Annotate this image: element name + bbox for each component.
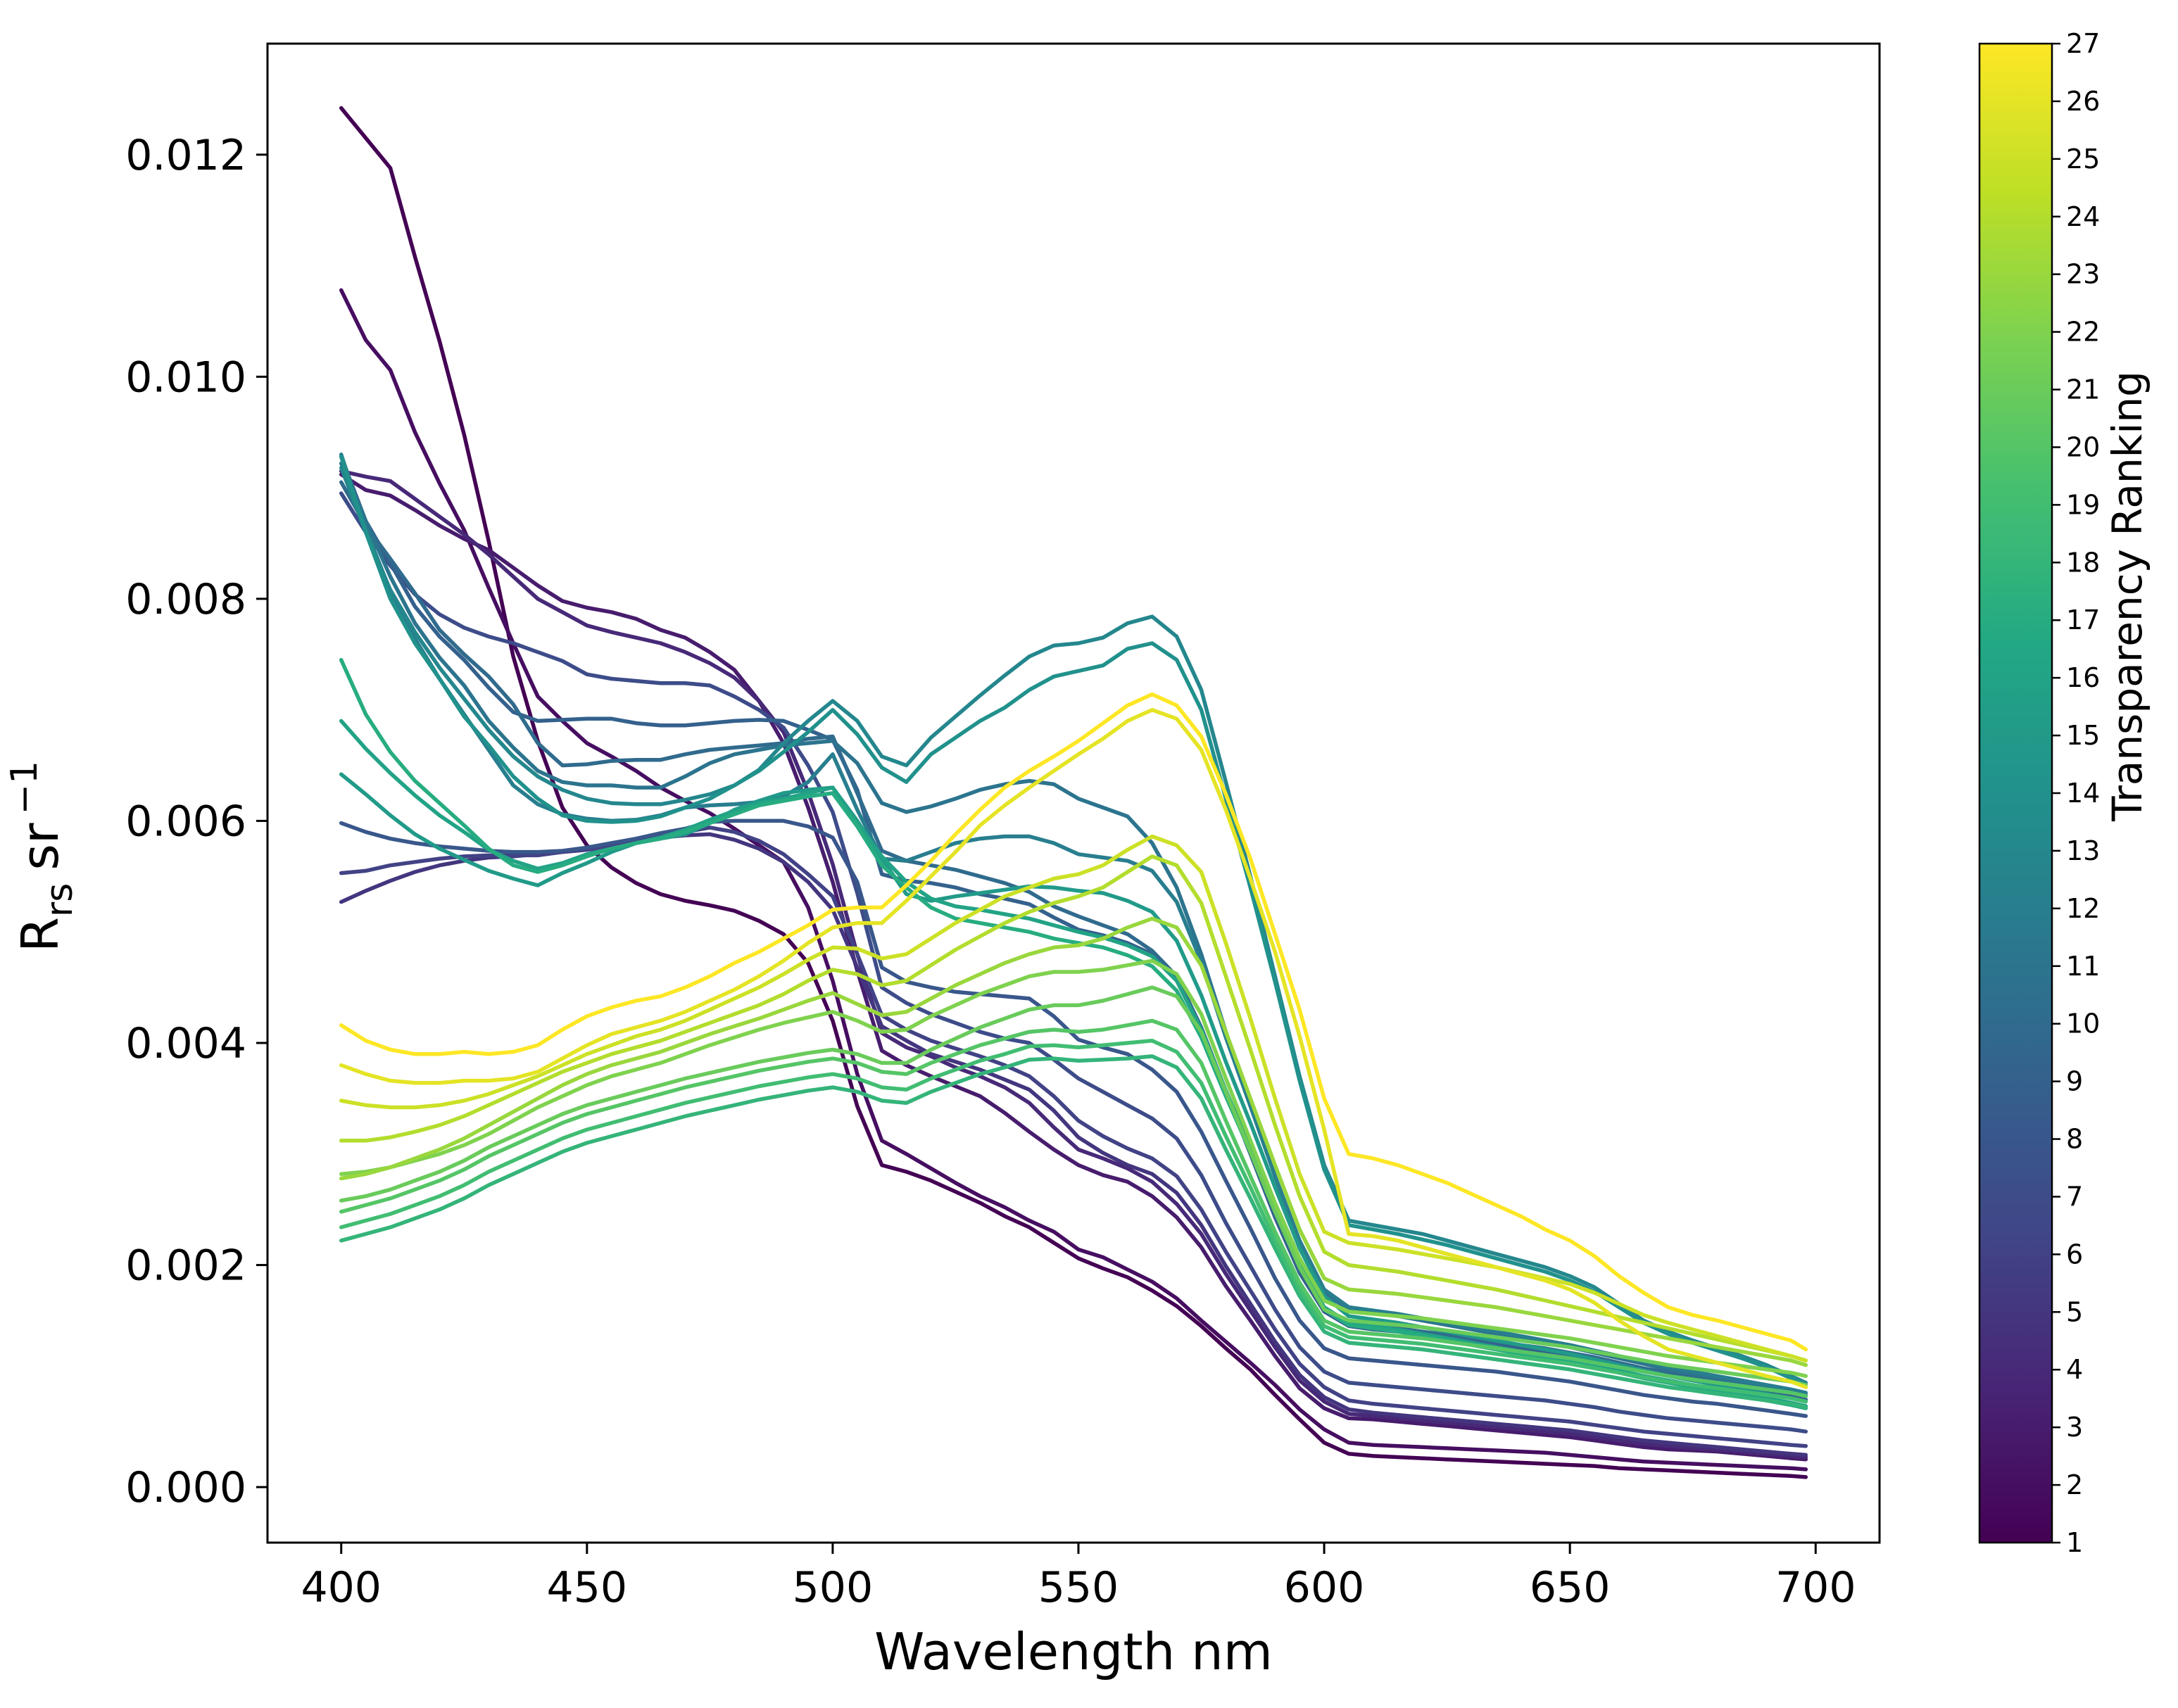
colorbar-tick-label: 16 [2066,662,2100,693]
series-line-rank-26 [339,707,1808,1389]
y-axis-label-superscript: −1 [4,761,46,815]
colorbar-tick-label: 3 [2066,1412,2083,1443]
y-axis-label-unit: sr [11,823,70,871]
colorbar-tick-label: 18 [2066,547,2100,578]
x-tick-label: 400 [301,1563,382,1612]
series-line-rank-6 [339,825,1808,1448]
y-axis-label-base: R [11,917,70,952]
plot-frame [266,42,1881,1544]
y-axis-label: Rrs sr −1 [4,761,81,952]
colorbar-tick-label: 6 [2066,1239,2083,1270]
colorbar-tick-label: 2 [2066,1469,2083,1500]
colorbar-tick-label: 17 [2066,605,2100,635]
series-line-rank-18 [339,1054,1808,1410]
colorbar-tick-label: 25 [2066,144,2100,175]
series-line-rank-14 [339,455,1808,1387]
series-line-rank-9 [339,455,1808,1402]
y-axis: 0.000 0.002 0.004 0.006 0.008 0.010 0.012 [125,131,267,1512]
colorbar-tick-label: 12 [2066,893,2100,924]
colorbar-tick-label: 13 [2066,835,2100,866]
y-tick-label: 0.004 [125,1019,246,1068]
y-tick-label: 0.008 [125,575,246,624]
colorbar-tick-label: 9 [2066,1066,2083,1097]
y-tick-label: 0.000 [125,1463,246,1512]
colorbar-tick-label: 23 [2066,259,2100,290]
series-line-rank-24 [339,854,1808,1362]
series-line-rank-23 [339,916,1808,1367]
series-line-rank-10 [339,480,1808,1398]
series-line-rank-27 [339,692,1808,1352]
series-line-rank-21 [339,985,1808,1387]
colorbar-tick-label: 27 [2066,28,2100,59]
y-axis-label-subscript: rs [39,883,81,917]
x-tick-label: 550 [1038,1563,1119,1612]
series-line-rank-4 [339,469,1808,1460]
series-line-rank-16 [339,719,1808,1408]
y-tick-label: 0.010 [125,353,246,402]
y-tick-label: 0.006 [125,797,246,846]
colorbar-label: Transparency Ranking [2103,371,2151,822]
colorbar-tick-label: 10 [2066,1008,2100,1039]
series-line-rank-20 [339,1018,1808,1398]
series-line-rank-15 [339,772,1808,1404]
colorbar-tick-label: 26 [2066,86,2100,117]
y-tick-label: 0.002 [125,1241,246,1291]
colorbar-tick-label: 11 [2066,951,2100,982]
colorbar-tick-label: 1 [2066,1527,2083,1558]
x-tick-label: 650 [1530,1563,1611,1612]
colorbar-tick-label: 8 [2066,1124,2083,1155]
colorbar-tick-label: 5 [2066,1296,2083,1327]
y-tick-label: 0.012 [125,131,246,180]
colorbar-tick-label: 24 [2066,201,2100,232]
series-layer [339,106,1808,1479]
x-tick-label: 450 [547,1563,628,1612]
colorbar-tick-label: 19 [2066,489,2100,520]
series-line-rank-7 [339,491,1808,1434]
series-line-rank-3 [339,472,1808,1462]
series-line-rank-8 [339,818,1808,1418]
colorbar-ticks: 1234567891011121314151617181920212223242… [2052,28,2100,1558]
series-line-rank-12 [339,453,1808,1395]
colorbar-tick-label: 7 [2066,1181,2083,1212]
series-line-rank-13 [339,465,1808,1385]
colorbar: 1234567891011121314151617181920212223242… [1978,28,2151,1558]
series-line-rank-19 [339,1039,1808,1404]
colorbar-tick-label: 22 [2066,317,2100,348]
x-axis-label: Wavelength nm [874,1622,1273,1681]
x-tick-label: 700 [1775,1563,1856,1612]
colorbar-tick-label: 14 [2066,778,2100,809]
colorbar-tick-label: 15 [2066,720,2100,751]
colorbar-tick-label: 21 [2066,374,2100,405]
x-axis: 400 450 500 550 600 650 700 [301,1543,1856,1612]
x-tick-label: 500 [793,1563,874,1612]
series-line-rank-1 [339,106,1808,1479]
series-line-rank-2 [339,288,1808,1472]
colorbar-gradient [1978,42,2053,1544]
x-tick-label: 600 [1284,1563,1365,1612]
colorbar-tick-label: 20 [2066,431,2100,462]
series-line-rank-22 [339,959,1808,1379]
series-line-rank-25 [339,834,1808,1362]
colorbar-tick-label: 4 [2066,1354,2083,1385]
